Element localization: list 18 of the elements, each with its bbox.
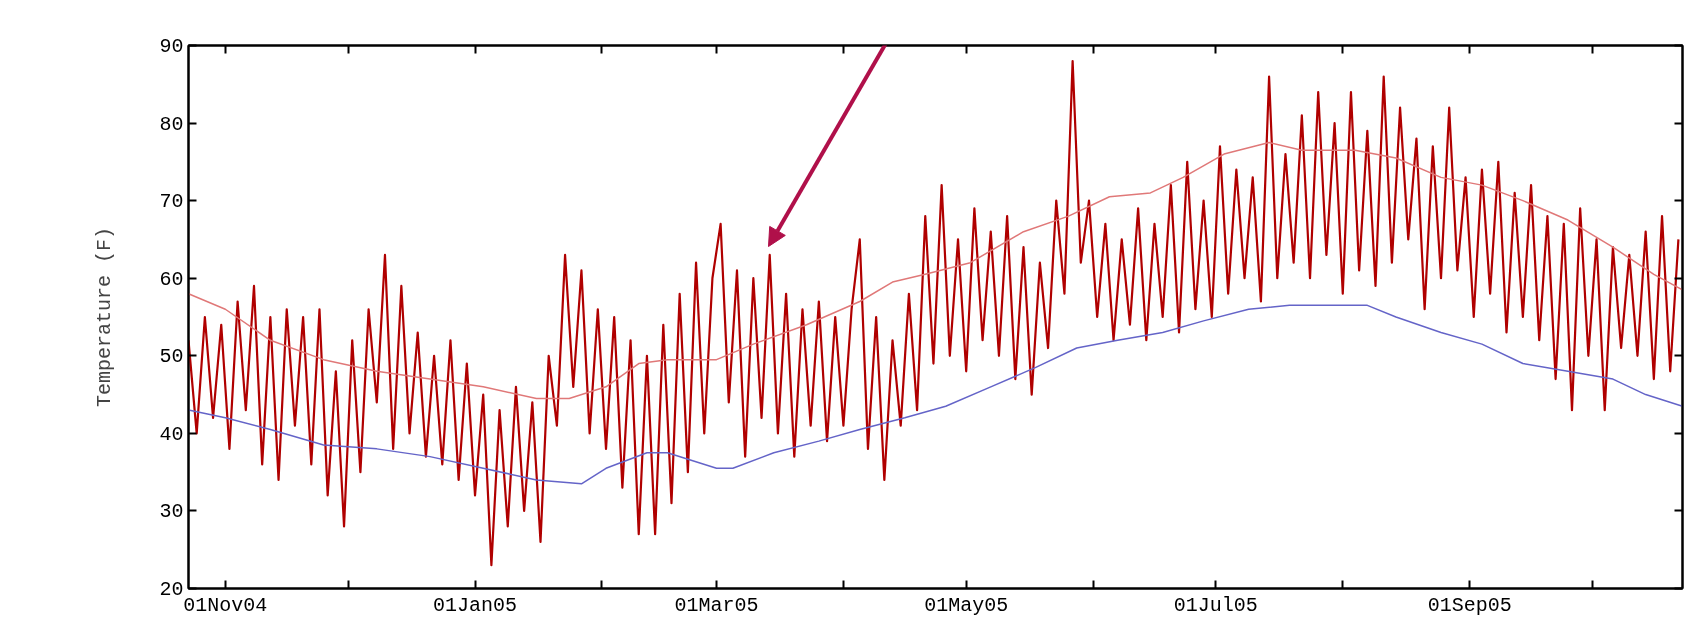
x-tick-label: 01Nov04 <box>183 593 268 617</box>
line-series <box>188 59 1680 567</box>
y-tick-label: 20 <box>159 578 184 601</box>
x-tick-label: 01Jan05 <box>433 593 518 617</box>
x-tick-label: 01May05 <box>924 593 1009 617</box>
y-tick-label: 40 <box>159 422 184 446</box>
y-tick-label: 50 <box>159 345 184 369</box>
line-series <box>188 141 1683 400</box>
y-tick-label: 30 <box>159 500 184 524</box>
y-tick-label: 80 <box>159 112 184 136</box>
y-axis-title: Temperature (F) <box>93 226 117 408</box>
y-tick-label: 60 <box>159 267 184 291</box>
y-tick-label: 90 <box>159 35 184 58</box>
x-tick-label: 01Mar05 <box>674 593 759 617</box>
x-tick-label: 01Jul05 <box>1173 593 1258 617</box>
line-series <box>188 304 1683 485</box>
x-tick-label: 01Sep05 <box>1427 593 1512 617</box>
y-tick-label: 70 <box>159 190 184 214</box>
